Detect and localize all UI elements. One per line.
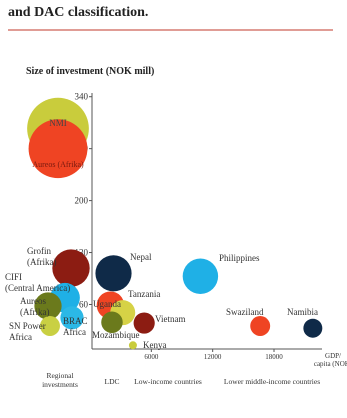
bubble-label: Tanzania <box>128 289 160 299</box>
x-tick-label: 18000 <box>265 353 283 361</box>
bubble <box>40 316 60 336</box>
bubble-label: SN Power Africa <box>9 321 46 342</box>
x-axis-label: GDP/capita (NOK) <box>314 352 347 368</box>
bubble-label: Vietnam <box>155 314 185 324</box>
bubble-label: NMI <box>49 118 67 128</box>
y-tick-label: 130 <box>75 248 89 258</box>
bubble <box>250 316 271 336</box>
bubble-label: Philippines <box>219 253 260 263</box>
bubble <box>34 292 62 320</box>
bubble-label: BRAC Africa <box>63 316 88 337</box>
bubble <box>128 341 137 350</box>
y-tick-label: 340 <box>75 92 89 102</box>
group-label: Lower middle-income countries <box>224 377 320 386</box>
bubble <box>303 318 323 338</box>
bubble-label: Namibia <box>287 307 318 317</box>
bubble-label: Kenya <box>143 340 167 350</box>
bubble-label: Aureos (Afrika) <box>20 296 49 317</box>
bubble <box>95 255 132 292</box>
bubble <box>101 311 123 334</box>
bubble <box>60 306 84 330</box>
bubble-label: Mozambique <box>92 330 140 340</box>
y-tick-label: 200 <box>75 196 89 206</box>
bubble-label: Aureos (Afrika) <box>32 160 84 169</box>
bubble <box>28 119 88 179</box>
y-axis-label: Size of investment (NOK mill) <box>26 66 154 77</box>
chart-title: and DAC classification. <box>8 5 148 20</box>
bubble <box>133 312 155 334</box>
bubble-label: Grofin (Afrika) <box>27 246 56 267</box>
bubble-label: Uganda <box>93 299 121 309</box>
group-label: LDC <box>105 377 120 386</box>
bubble <box>52 249 90 287</box>
x-tick-label: 6000 <box>144 353 159 361</box>
x-tick-label: 12000 <box>204 353 222 361</box>
group-label: Low-income countries <box>134 377 202 386</box>
bubble <box>182 258 219 295</box>
bubble-label: Nepal <box>130 252 152 262</box>
bubble-label: CIFI (Central America) <box>5 272 70 293</box>
y-tick-label: 60 <box>79 299 89 309</box>
group-label: Regional investments <box>42 371 78 389</box>
bubble-label: Swaziland <box>226 307 264 317</box>
